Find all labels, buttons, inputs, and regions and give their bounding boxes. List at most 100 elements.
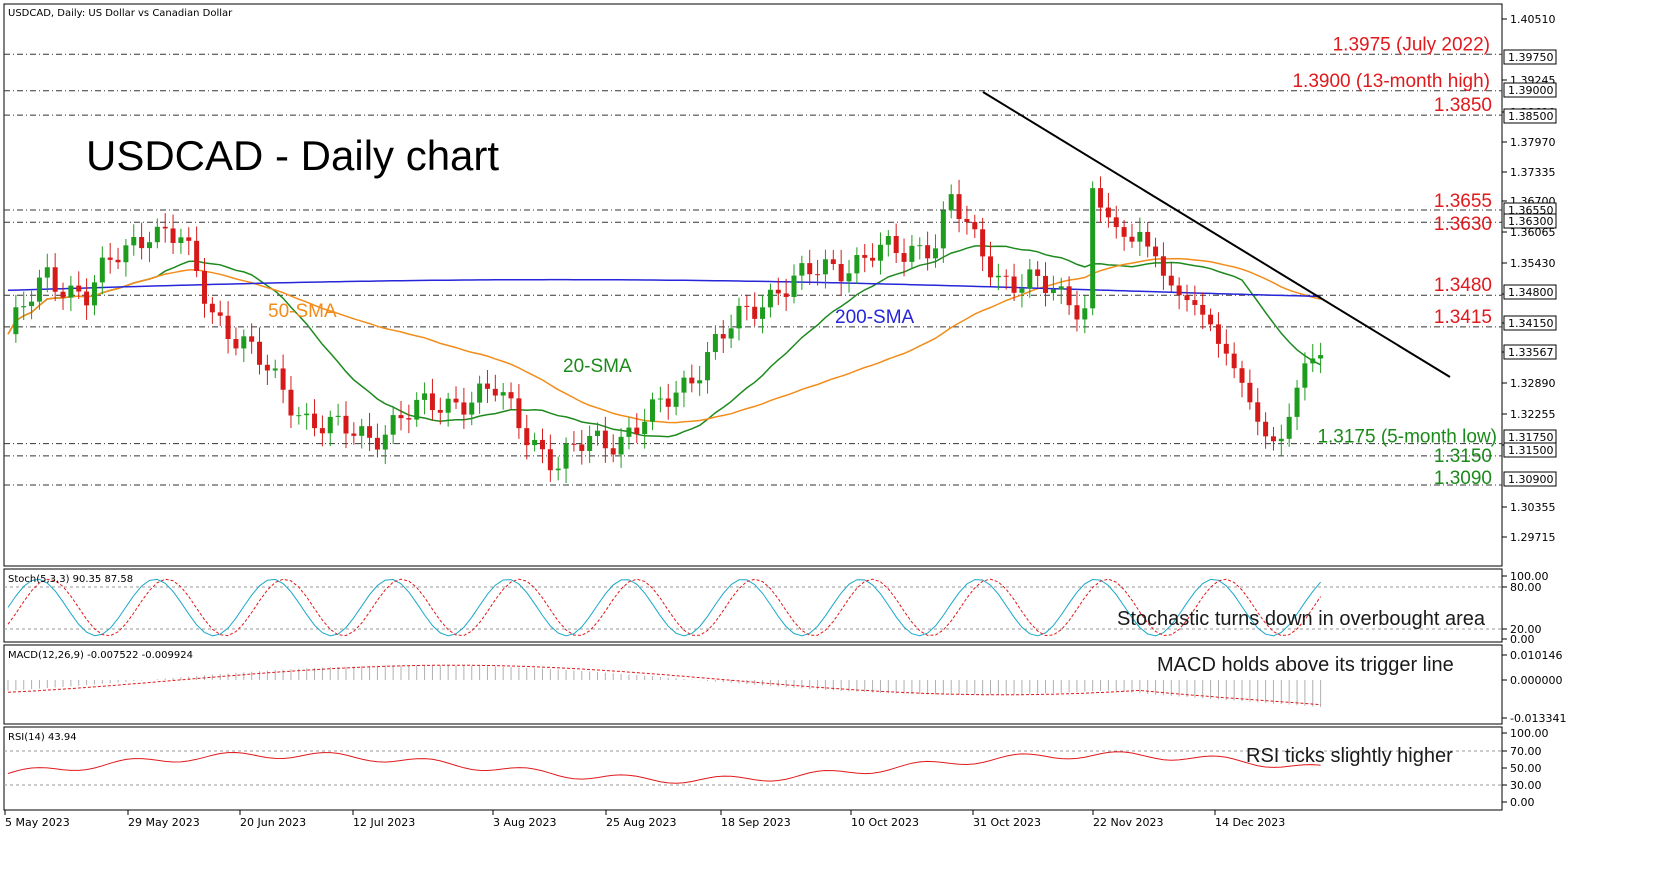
price-box-label: 1.34150 — [1508, 317, 1554, 330]
candle-body — [1176, 285, 1182, 296]
candle-body — [178, 237, 184, 243]
candle-body — [469, 402, 475, 415]
moving-averages — [7, 245, 1321, 438]
candle-body — [1247, 382, 1253, 403]
level-label: 1.3655 — [1434, 191, 1492, 212]
candle-body — [579, 444, 585, 451]
candle-body — [217, 312, 223, 316]
candle-body — [838, 264, 844, 282]
price-box — [1503, 442, 1557, 458]
price-tick-label: 1.37335 — [1510, 166, 1556, 179]
candle-body — [1019, 288, 1025, 293]
candle-body — [980, 229, 986, 257]
candle-body — [257, 341, 263, 365]
price-axis: 1.405101.392451.386101.379701.373351.367… — [1502, 13, 1557, 544]
candle-body — [595, 430, 600, 437]
candle-body — [272, 368, 278, 371]
candle-body — [775, 289, 781, 294]
candle-body — [1050, 289, 1056, 294]
candle-body — [1098, 188, 1104, 208]
candle-body — [1027, 269, 1033, 289]
macd-tick-label: -0.013341 — [1510, 712, 1566, 725]
candle-body — [1113, 217, 1119, 228]
price-box — [1503, 108, 1557, 124]
candle-body — [1168, 275, 1174, 286]
rsi-header: RSI(14) 43.94 — [8, 732, 77, 743]
candle-body — [830, 259, 836, 265]
candle-body — [1231, 353, 1237, 369]
candle-body — [1278, 438, 1284, 442]
stoch-signal-line — [7, 578, 1322, 637]
macd-tick-label: 0.010146 — [1510, 649, 1563, 662]
candlesticks — [13, 176, 1324, 484]
macd-panel-frame — [3, 644, 1503, 725]
x-tick-label: 12 Jul 2023 — [353, 816, 415, 829]
rsi-tick-label: 70.00 — [1510, 745, 1542, 758]
candle-body — [1035, 269, 1041, 276]
sma50-label: 50-SMA — [268, 301, 337, 322]
price-tick-label: 1.32255 — [1510, 408, 1556, 421]
candle-body — [1215, 324, 1221, 344]
candle-body — [1286, 416, 1292, 439]
price-box-label: 1.38500 — [1508, 110, 1554, 123]
level-label: 1.3090 — [1434, 468, 1492, 489]
x-tick-label: 3 Aug 2023 — [493, 816, 556, 829]
candle-body — [429, 393, 435, 411]
candle-body — [587, 436, 593, 451]
x-tick-label: 25 Aug 2023 — [606, 816, 676, 829]
candle-body — [870, 257, 876, 261]
candle-body — [492, 388, 498, 396]
candle-body — [1184, 295, 1190, 301]
candle-body — [1223, 343, 1229, 354]
candle-body — [1192, 300, 1198, 305]
candle-body — [901, 253, 907, 262]
candle-body — [1003, 275, 1009, 277]
candle-body — [115, 259, 121, 263]
stoch-tick-label: 100.00 — [1510, 570, 1549, 583]
candle-body — [29, 301, 35, 307]
candle-body — [673, 392, 679, 407]
candle-body — [319, 428, 325, 434]
candle-body — [791, 275, 797, 297]
candle-body — [139, 237, 145, 249]
candle-body — [995, 275, 1001, 278]
candle-body — [783, 293, 789, 297]
candle-body — [744, 305, 750, 307]
stoch-tick-label: 80.00 — [1510, 581, 1542, 594]
candle-body — [767, 289, 773, 308]
candle-body — [524, 428, 530, 446]
rsi-tick-label: 30.00 — [1510, 779, 1542, 792]
candle-body — [312, 413, 318, 429]
candle-body — [563, 443, 569, 469]
price-box-label: 1.36300 — [1508, 215, 1554, 228]
price-box — [1503, 284, 1557, 300]
x-tick-label: 14 Dec 2023 — [1215, 816, 1285, 829]
candle-body — [571, 443, 577, 445]
x-tick-label: 5 May 2023 — [5, 816, 70, 829]
candle-body — [634, 427, 640, 435]
candle-body — [516, 398, 522, 429]
level-label: 1.3150 — [1434, 446, 1492, 467]
time-axis: 5 May 2023 29 May 2023 20 Jun 2023 12 Jul 2… — [4, 810, 1285, 829]
descending-trendline — [982, 91, 1451, 378]
candle-body — [626, 427, 632, 437]
candle-body — [1074, 305, 1080, 320]
candle-body — [21, 306, 27, 308]
candle-body — [406, 418, 412, 420]
x-tick-label: 29 May 2023 — [128, 816, 200, 829]
candle-body — [1318, 355, 1324, 359]
candle-body — [681, 377, 687, 393]
candle-body — [1239, 368, 1245, 383]
candle-body — [893, 236, 899, 254]
candle-body — [720, 334, 726, 339]
candle-body — [146, 242, 152, 249]
level-label: 1.3975 (July 2022) — [1333, 34, 1490, 55]
sma50-line — [7, 257, 1321, 424]
price-tick-label: 1.32890 — [1510, 377, 1556, 390]
x-tick-label: 10 Oct 2023 — [851, 816, 919, 829]
candle-body — [728, 328, 734, 339]
candle-body — [1058, 286, 1064, 290]
candle-body — [233, 339, 239, 349]
candle-body — [705, 352, 711, 381]
